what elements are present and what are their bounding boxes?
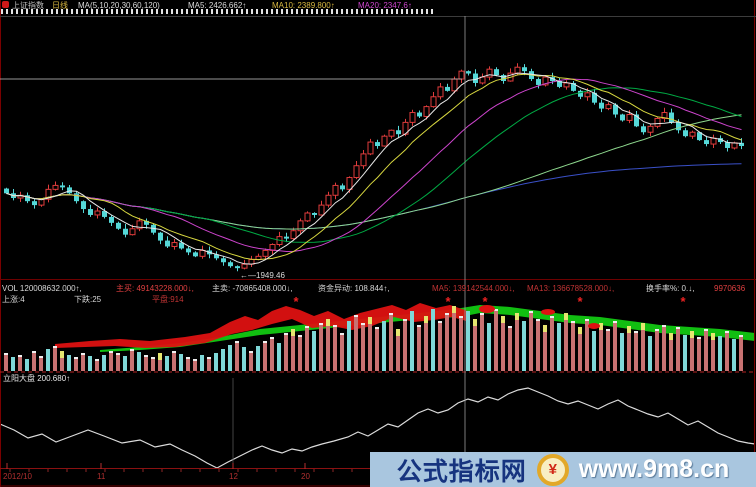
svg-text:*: * <box>445 294 451 309</box>
period-label[interactable]: 日线 <box>52 1 68 10</box>
turnover-value: 换手率%: 0.↓, <box>646 284 695 293</box>
coin-icon: ¥ <box>536 453 569 486</box>
main-buy-value: 主买: 49143228.000↓, <box>116 284 194 293</box>
svg-text:*: * <box>680 294 686 309</box>
watermark-bar: 公式指标网 ¥ www.9m8.cn <box>370 452 756 487</box>
unchanged-count: 平盘:914 <box>152 295 184 304</box>
ma5-value: MA5: 2426.662↑ <box>188 1 247 10</box>
vol-ma5-value: MA5: 139142544.000↓, <box>432 284 515 293</box>
fund-move-value: 资金异动: 108.844↑, <box>318 284 390 293</box>
vol-value: VOL 120008632.000↑, <box>2 284 82 293</box>
svg-text:*: * <box>293 294 299 309</box>
extra-value: 9970636 <box>714 284 746 293</box>
svg-text:*: * <box>577 294 583 309</box>
marquee-dots <box>1 9 435 14</box>
symbol-title: 上证指数 <box>12 1 44 10</box>
main-sell-value: 主卖: -70865408.000↓, <box>212 284 293 293</box>
x-axis-label: 20 <box>301 472 310 481</box>
ma10-value: MA10: 2389.800↑ <box>272 1 335 10</box>
vol-ma13-value: MA13: 136678528.000↓, <box>527 284 615 293</box>
watermark-site-name: 公式指标网 <box>396 457 527 486</box>
ma-settings-label: MA(5,10,20,30,60,120) <box>78 1 160 10</box>
decliners-count: 下跌:25 <box>74 295 102 304</box>
svg-text:*: * <box>482 294 488 309</box>
x-axis-label: 12 <box>229 472 238 481</box>
watermark-url: www.9m8.cn <box>578 455 730 483</box>
indicator-name-label: 立阳大盘 200.680↑ <box>3 374 71 383</box>
app-icon[interactable] <box>2 1 9 8</box>
x-axis-label: 11 <box>97 472 106 481</box>
low-price-label: ←—1949.46 <box>240 271 285 280</box>
advancers-count: 上涨:4 <box>2 295 25 304</box>
ma20-value: MA20: 2347.6↑ <box>358 1 412 10</box>
x-axis-label: 2012/10 <box>3 472 32 481</box>
